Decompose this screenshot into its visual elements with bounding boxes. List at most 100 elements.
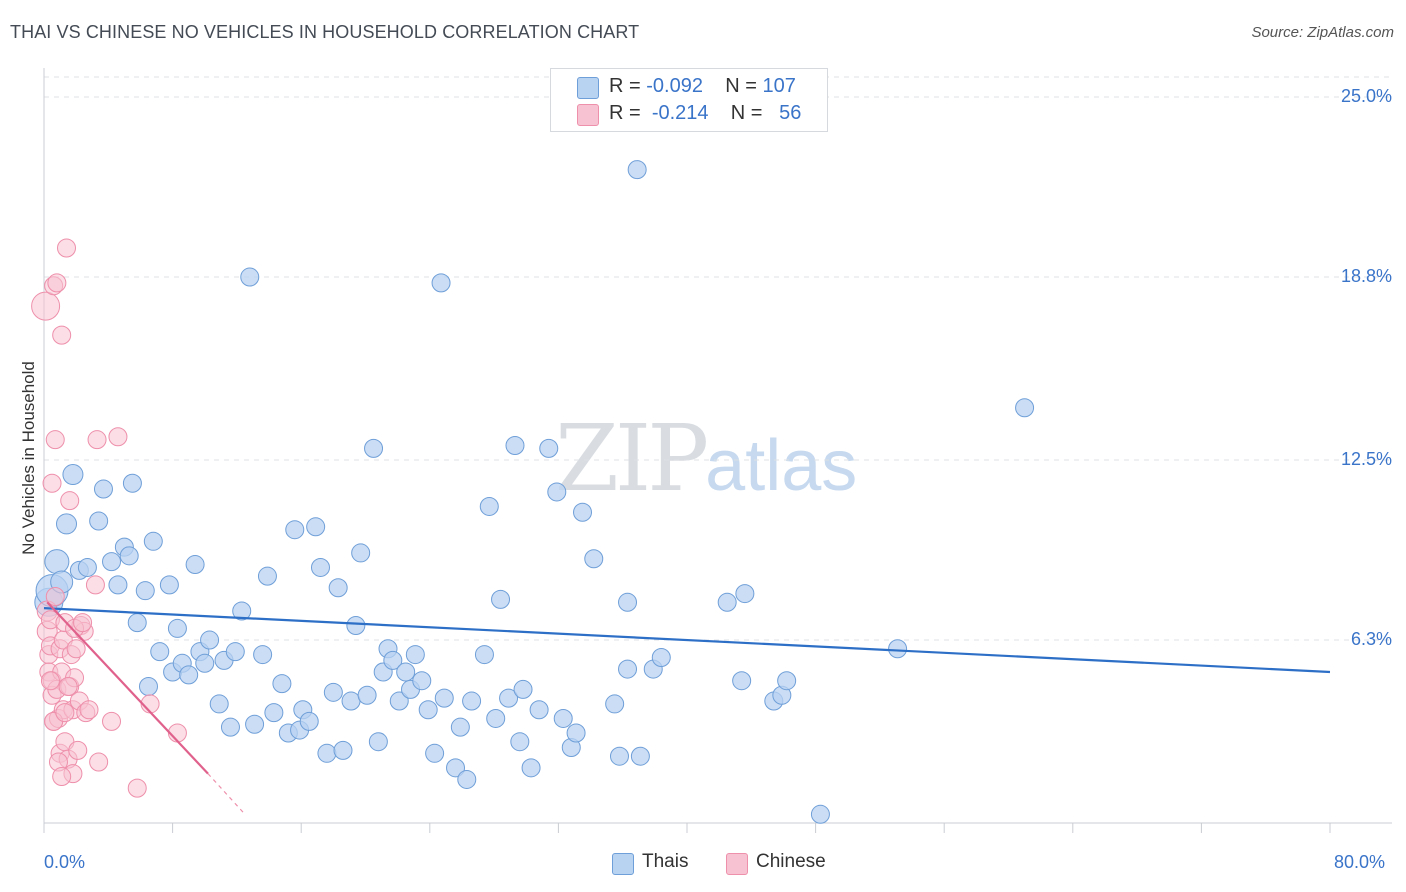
thai-point-93 xyxy=(627,160,647,180)
thai-point-88 xyxy=(573,502,593,522)
thai-points xyxy=(34,160,1035,824)
axes xyxy=(43,68,1392,833)
thai-point-36 xyxy=(253,645,273,665)
chinese-n-label: N = xyxy=(730,102,769,124)
thai-point-4 xyxy=(56,513,78,535)
y-tick-label-2: 18.8% xyxy=(1340,266,1392,287)
thai-point-16 xyxy=(135,581,155,601)
thai-point-103 xyxy=(888,639,908,659)
thai-point-89 xyxy=(584,549,604,569)
thai-point-7 xyxy=(77,557,97,577)
thais-r-label: R = xyxy=(609,75,647,97)
chinese-point-40 xyxy=(87,430,107,450)
y-axis-label: No Vehicles in Household xyxy=(19,361,38,555)
thai-point-83 xyxy=(539,438,559,458)
thai-point-65 xyxy=(418,700,438,720)
thai-point-59 xyxy=(383,650,403,670)
thais-r-value: -0.092 xyxy=(646,75,703,97)
thai-point-8 xyxy=(89,511,109,531)
chinese-point-12 xyxy=(45,586,65,606)
thai-point-22 xyxy=(167,618,187,638)
thai-point-28 xyxy=(200,630,220,650)
chinese-point-55 xyxy=(55,703,75,723)
chinese-point-53 xyxy=(40,671,60,691)
chinese-swatch-icon xyxy=(577,104,599,126)
watermark-zip: ZIP xyxy=(555,405,709,512)
y-tick-label-0: 6.3% xyxy=(1350,629,1392,650)
thai-point-51 xyxy=(341,691,361,711)
thai-point-67 xyxy=(431,273,451,293)
legend-text-thais: R = -0.092 N = 107 xyxy=(609,75,796,98)
thai-point-29 xyxy=(209,694,229,714)
thai-point-20 xyxy=(159,575,179,595)
thai-point-19 xyxy=(150,642,170,662)
thai-point-102 xyxy=(810,804,830,824)
thai-point-33 xyxy=(232,601,252,621)
chinese-point-54 xyxy=(73,613,93,633)
chinese-point-9 xyxy=(42,473,62,493)
chinese-point-48 xyxy=(58,677,78,697)
thai-point-98 xyxy=(732,671,752,691)
thai-point-11 xyxy=(108,575,128,595)
gridlines xyxy=(44,76,1392,641)
chinese-point-33 xyxy=(66,639,86,659)
thai-point-55 xyxy=(364,438,384,458)
y-tick-label-1: 12.5% xyxy=(1340,449,1392,469)
thai-point-105 xyxy=(735,584,755,604)
thai-point-18 xyxy=(143,531,163,551)
thai-point-31 xyxy=(220,717,240,737)
thai-point-45 xyxy=(306,517,326,537)
chinese-point-39 xyxy=(85,575,105,595)
thai-point-49 xyxy=(328,578,348,598)
thai-point-13 xyxy=(119,546,139,566)
thai-point-106 xyxy=(618,592,638,612)
thai-point-84 xyxy=(547,482,567,502)
thai-point-80 xyxy=(513,679,533,699)
legend-label-thais: Thais xyxy=(642,851,689,872)
thai-point-9 xyxy=(93,479,113,499)
source-credit: Source: ZipAtlas.com xyxy=(1251,24,1394,41)
thai-point-69 xyxy=(446,758,466,778)
thai-point-68 xyxy=(434,688,454,708)
chinese-points xyxy=(31,238,187,798)
chinese-point-14 xyxy=(47,273,67,293)
legend-text-chinese: R = -0.214 N = 56 xyxy=(609,102,801,125)
legend-label-chinese: Chinese xyxy=(756,851,826,872)
chinese-point-0 xyxy=(31,291,61,321)
chinese-point-34 xyxy=(68,740,88,760)
x-tick-label-min: 0.0% xyxy=(44,852,86,872)
thai-point-37 xyxy=(257,566,277,586)
thai-point-25 xyxy=(185,555,205,575)
thai-point-35 xyxy=(245,714,265,734)
thai-point-96 xyxy=(651,647,671,667)
thai-point-91 xyxy=(609,746,629,766)
thai-point-90 xyxy=(605,694,625,714)
thai-point-41 xyxy=(285,520,305,540)
thai-point-66 xyxy=(425,743,445,763)
trend-lines xyxy=(43,601,1331,815)
thai-point-81 xyxy=(521,758,541,778)
chinese-r-label: R = xyxy=(609,102,647,124)
thai-point-92 xyxy=(618,659,638,679)
watermark-atlas: atlas xyxy=(705,426,858,506)
chinese-point-42 xyxy=(102,711,122,731)
thai-point-52 xyxy=(346,616,366,636)
thai-point-73 xyxy=(474,645,494,665)
thai-point-63 xyxy=(405,645,425,665)
thai-point-72 xyxy=(462,691,482,711)
thai-point-64 xyxy=(412,671,432,691)
thai-point-75 xyxy=(486,708,506,728)
thai-point-60 xyxy=(389,691,409,711)
thai-point-94 xyxy=(630,746,650,766)
thai-point-76 xyxy=(491,589,511,609)
y-tick-label-3: 25.0% xyxy=(1340,86,1392,106)
chinese-point-49 xyxy=(79,700,99,720)
thai-point-56 xyxy=(368,732,388,752)
thai-point-104 xyxy=(1015,398,1035,418)
thai-point-78 xyxy=(505,435,525,455)
thai-point-34 xyxy=(240,267,260,287)
thai-point-46 xyxy=(310,557,330,577)
chinese-trend-line xyxy=(46,601,209,775)
thai-point-44 xyxy=(299,711,319,731)
thai-point-17 xyxy=(138,677,158,697)
